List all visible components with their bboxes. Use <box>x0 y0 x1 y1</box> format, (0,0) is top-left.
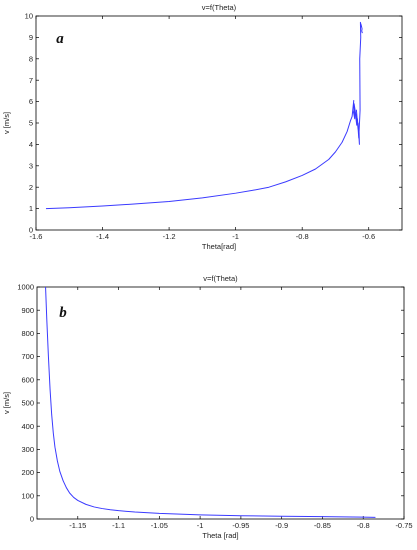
x-tick-label: -1.2 <box>163 232 176 241</box>
y-tick-label: 400 <box>21 422 34 431</box>
x-tick-label: -1.1 <box>112 521 125 530</box>
x-tick-label: -1.15 <box>69 521 86 530</box>
y-tick-label: 900 <box>21 306 34 315</box>
y-tick-label: 100 <box>21 491 34 500</box>
y-tick-label: 300 <box>21 445 34 454</box>
data-series-line <box>45 21 363 210</box>
y-tick-label: 8 <box>29 54 33 63</box>
y-tick-label: 500 <box>21 399 34 408</box>
x-axis-label: Theta[rad] <box>202 242 236 251</box>
y-tick-label: 9 <box>29 33 33 42</box>
chart-title: v=f(Theta) <box>203 274 238 283</box>
x-tick-label: -1 <box>197 521 204 530</box>
x-tick-label: -0.95 <box>232 521 249 530</box>
x-axis-label: Theta [rad] <box>202 531 238 540</box>
y-axis-label: v [m/s] <box>2 392 11 414</box>
plot-area-frame <box>35 15 403 231</box>
chart-panel-a: v=f(Theta) -1.6 -1.4 -1.2 -1 -0.8 -0.6 0 1 2 3 4 5 6 7… <box>2 3 403 251</box>
x-tick-label: -1.05 <box>151 521 168 530</box>
y-tick-label: 7 <box>29 76 33 85</box>
y-tick-label: 5 <box>29 119 33 128</box>
x-tick-label: -0.8 <box>357 521 370 530</box>
y-tick-label: 1 <box>29 204 33 213</box>
y-tick-label: 1000 <box>17 283 34 292</box>
x-tick-label: -0.85 <box>314 521 331 530</box>
y-axis-label: v [m/s] <box>2 112 11 134</box>
x-tick-label: -0.6 <box>362 232 375 241</box>
y-tick-label: 6 <box>29 97 33 106</box>
y-tick-label: 600 <box>21 375 34 384</box>
data-series-line <box>45 287 376 518</box>
y-tick-label: 800 <box>21 329 34 338</box>
panel-letter: b <box>59 305 67 321</box>
x-tick-label: -0.9 <box>275 521 288 530</box>
x-tick-label: -0.75 <box>395 521 412 530</box>
y-tick-label: 700 <box>21 352 34 361</box>
y-tick-label: 0 <box>29 226 33 235</box>
x-tick-label: -0.8 <box>296 232 309 241</box>
y-tick-label: 10 <box>25 12 33 21</box>
y-tick-label: 200 <box>21 468 34 477</box>
chart-title: v=f(Theta) <box>202 3 237 12</box>
y-tick-label: 3 <box>29 161 33 170</box>
y-tick-label: 0 <box>30 515 34 524</box>
panel-letter: a <box>56 31 64 47</box>
chart-panel-b: v=f(Theta)-1.15 -1.1 -1.05 -1 -0.95 -0.9 -0.85… <box>2 274 413 540</box>
y-tick-label: 2 <box>29 183 33 192</box>
x-tick-label: -1.6 <box>30 232 43 241</box>
plot-area-frame <box>36 286 405 520</box>
x-tick-label: -1.4 <box>96 232 109 241</box>
x-tick-label: -1 <box>232 232 239 241</box>
y-tick-label: 4 <box>29 140 33 149</box>
